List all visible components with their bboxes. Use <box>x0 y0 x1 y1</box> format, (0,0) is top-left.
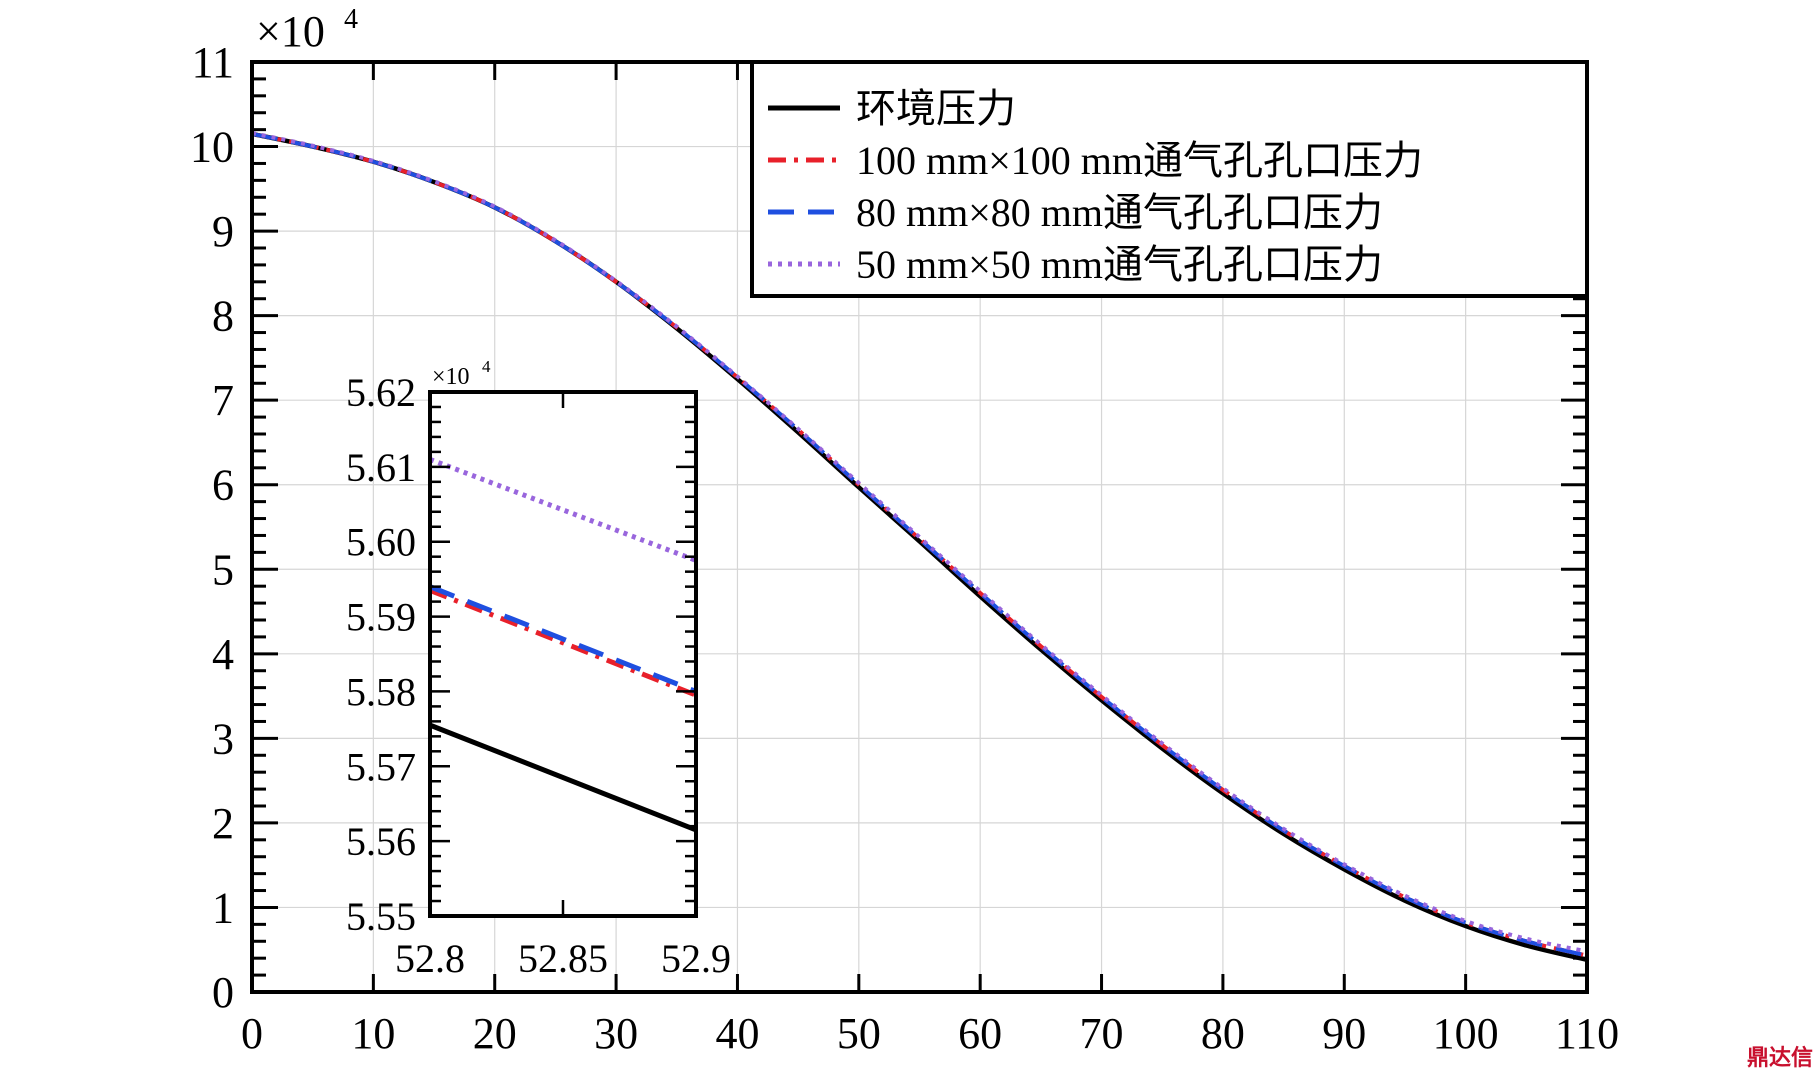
inset-series-line-1 <box>429 722 697 833</box>
y-tick-label: 0 <box>212 968 234 1017</box>
y-tick-label: 11 <box>192 38 234 87</box>
inset-y-tick-label: 5.60 <box>346 520 416 565</box>
x-tick-label: 70 <box>1080 1009 1124 1058</box>
inset-y-tick-label: 5.59 <box>346 595 416 640</box>
inset-series-line-3 <box>429 584 697 694</box>
y-tick-label: 5 <box>212 545 234 594</box>
legend-label-4: 50 mm×50 mm通气孔孔口压力 <box>856 242 1383 287</box>
inset-background <box>430 392 696 916</box>
y-tick-label: 1 <box>212 883 234 932</box>
inset-y-tick-label: 5.55 <box>346 894 416 939</box>
x-tick-label: 90 <box>1322 1009 1366 1058</box>
y-tick-label: 2 <box>212 799 234 848</box>
x-tick-label: 10 <box>351 1009 395 1058</box>
legend: 环境压力 100 mm×100 mm通气孔孔口压力 80 mm×80 mm通气孔孔口… <box>750 60 1589 298</box>
y-tick-label: 3 <box>212 714 234 763</box>
y-tick-label: 8 <box>212 292 234 341</box>
inset-y-multiplier-exponent: 4 <box>482 357 491 376</box>
x-tick-label: 0 <box>241 1009 263 1058</box>
inset-x-tick-label: 52.85 <box>518 936 608 981</box>
x-tick-label: 60 <box>958 1009 1002 1058</box>
inset-series-line-4 <box>429 457 697 563</box>
y-multiplier-exponent: 4 <box>344 4 358 35</box>
x-tick-label: 100 <box>1433 1009 1499 1058</box>
x-tick-label: 50 <box>837 1009 881 1058</box>
inset-y-multiplier: ×10 <box>432 364 470 390</box>
inset-y-tick-label: 5.58 <box>346 669 416 714</box>
y-tick-label: 9 <box>212 207 234 256</box>
inset-x-tick-label: 52.9 <box>661 936 731 981</box>
inset-series-line-2 <box>429 588 697 698</box>
inset-x-tick-label: 52.8 <box>395 936 465 981</box>
series-line-3 <box>251 131 1588 958</box>
watermark: 鼎达信 <box>1746 1046 1813 1071</box>
y-multiplier: ×10 <box>256 7 325 56</box>
inset-chart: 5.55 5.56 5.57 5.58 5.59 5.60 5.61 5.62 52.8 52.8… <box>346 357 731 981</box>
x-tick-label: 110 <box>1555 1009 1619 1058</box>
inset-y-tick-label: 5.56 <box>346 819 416 864</box>
legend-label-2: 100 mm×100 mm通气孔孔口压力 <box>856 138 1423 183</box>
legend-label-3: 80 mm×80 mm通气孔孔口压力 <box>856 190 1383 235</box>
y-tick-label: 7 <box>212 376 234 425</box>
inset-y-tick-label: 5.57 <box>346 744 416 789</box>
main-series <box>251 131 1588 963</box>
y-tick-label: 6 <box>212 461 234 510</box>
legend-label-1: 环境压力 <box>856 86 1016 131</box>
x-tick-label: 40 <box>715 1009 759 1058</box>
y-tick-label: 10 <box>190 123 234 172</box>
inset-y-tick-label: 5.61 <box>346 445 416 490</box>
x-tick-label: 30 <box>594 1009 638 1058</box>
inset-y-tick-label: 5.62 <box>346 370 416 415</box>
y-tick-label: 4 <box>212 630 234 679</box>
x-tick-label: 20 <box>473 1009 517 1058</box>
legend-box <box>750 60 1589 298</box>
x-tick-label: 80 <box>1201 1009 1245 1058</box>
